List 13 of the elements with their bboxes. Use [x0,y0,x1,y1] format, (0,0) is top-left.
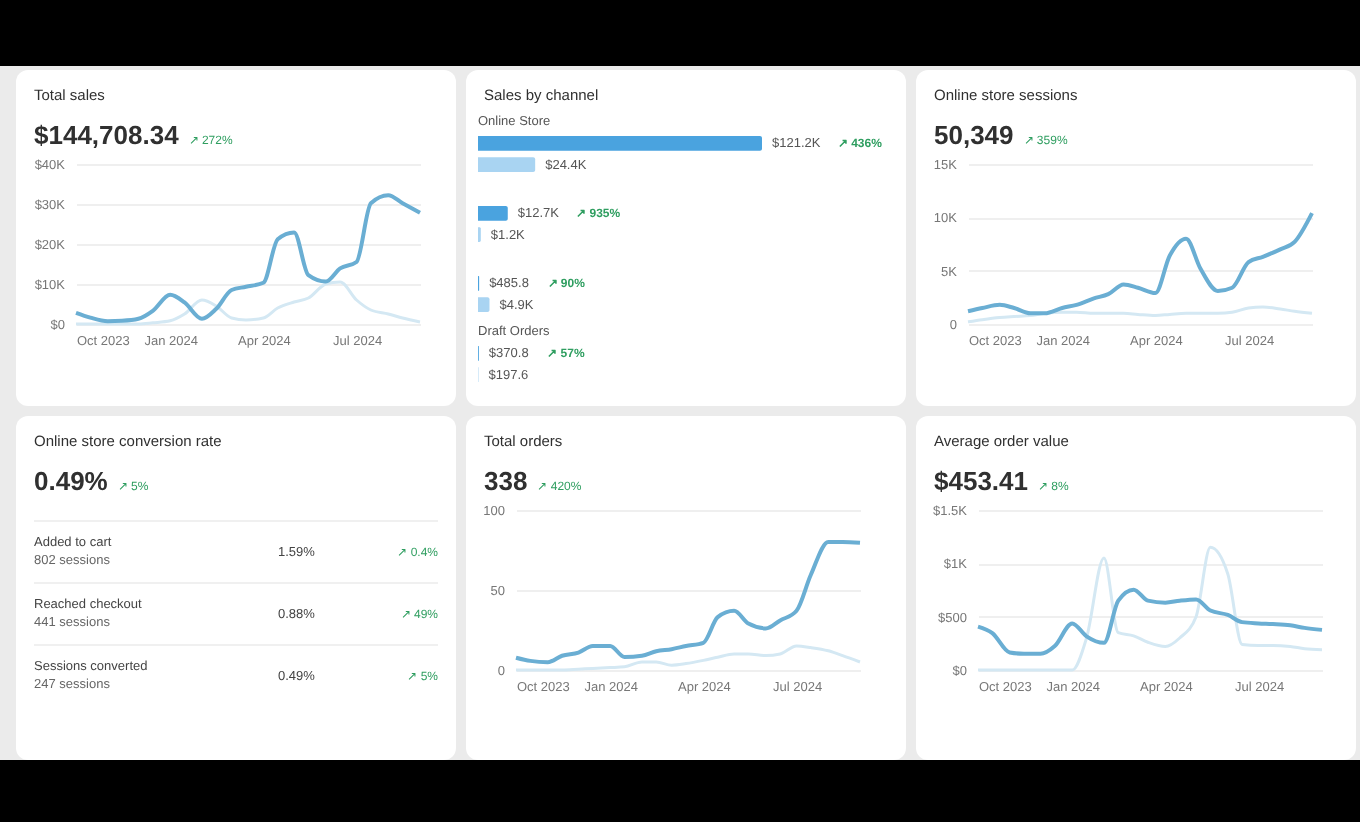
line-series [74,280,422,326]
chart-subtitle: 50,349 [934,120,1014,150]
chart-subtitle: 338 [484,466,528,496]
line-series [966,211,1314,316]
line-series [976,545,1324,672]
line-series [74,193,422,324]
line-series [966,305,1314,324]
chart-subtitle: $453.41 [934,466,1028,496]
line-series [514,644,862,672]
line-series [514,540,862,665]
text: 0.49% [34,466,108,496]
chart-subtitle: $144,708.34 [34,120,179,150]
line-series [976,587,1324,656]
